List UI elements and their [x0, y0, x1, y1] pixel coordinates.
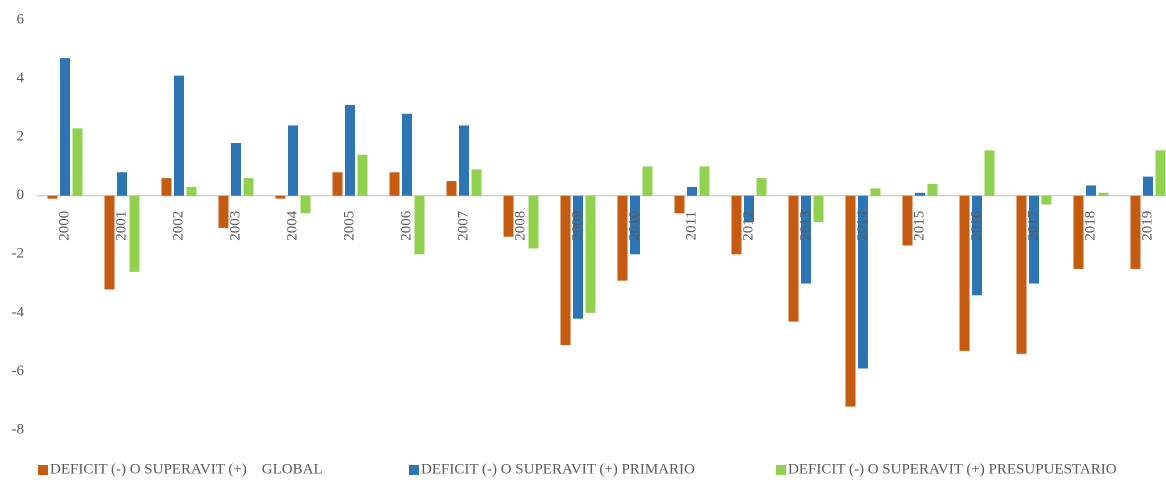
legend-label: DEFICIT (-) O SUPERAVIT (+) GLOBAL: [50, 461, 323, 477]
bar: [288, 125, 298, 196]
bar: [231, 143, 241, 196]
x-tick-label: 2002: [170, 211, 186, 241]
bar: [1073, 195, 1084, 269]
bar: [744, 195, 754, 223]
bar: [104, 195, 115, 290]
bar: [161, 178, 172, 196]
y-tick-label: 0: [17, 187, 25, 203]
bar: [332, 172, 343, 196]
bar: [402, 113, 412, 196]
x-tick-label: 2000: [56, 211, 72, 241]
bar: [345, 104, 355, 196]
bar: [446, 181, 457, 196]
bar: [687, 186, 697, 196]
bar: [731, 195, 742, 255]
bar: [573, 195, 583, 319]
bar: [117, 172, 127, 196]
x-tick-label: 2017: [1025, 210, 1041, 241]
bar: [275, 195, 286, 199]
bar: [174, 75, 184, 196]
bar: [756, 178, 767, 196]
x-tick-label: 2006: [398, 210, 414, 241]
x-tick-label: 2004: [284, 210, 300, 241]
bar: [1086, 185, 1096, 196]
x-tick-label: 2013: [797, 211, 813, 241]
bar: [617, 195, 628, 281]
legend-swatch: [776, 465, 786, 475]
bar: [902, 195, 913, 246]
y-tick-label: 4: [17, 70, 25, 86]
bar: [1098, 192, 1109, 196]
y-tick-label: 2: [17, 129, 25, 145]
bar: [459, 125, 469, 196]
bar: [699, 166, 710, 196]
bar: [630, 195, 640, 255]
bar: [788, 195, 799, 322]
x-tick-label: 2007: [455, 210, 471, 241]
bar: [959, 195, 970, 351]
bar: [528, 195, 539, 249]
bar: [72, 128, 83, 196]
bar: [389, 172, 400, 196]
x-tick-label: 2011: [683, 211, 699, 240]
bar: [585, 195, 596, 313]
bar: [1041, 195, 1052, 205]
bar: [1143, 176, 1153, 196]
bar: [984, 150, 995, 196]
bar: [186, 186, 197, 196]
bar: [60, 58, 70, 196]
bar: [357, 154, 368, 196]
bar: [129, 195, 140, 272]
x-tick-label: 2018: [1082, 211, 1098, 241]
x-tick-label: 2016: [968, 210, 984, 241]
y-tick-label: 6: [17, 11, 25, 27]
legend-swatch: [409, 465, 419, 475]
y-tick-label: -6: [12, 363, 25, 379]
legend-label: DEFICIT (-) O SUPERAVIT (+) PRIMARIO: [421, 461, 695, 477]
bar: [47, 195, 58, 199]
bar: [813, 195, 824, 223]
x-tick-label: 2010: [626, 211, 642, 241]
bar: [471, 169, 482, 196]
x-tick-label: 2008: [512, 211, 528, 241]
bar: [503, 195, 514, 237]
x-tick-label: 2019: [1139, 211, 1155, 241]
legend-label: DEFICIT (-) O SUPERAVIT (+) PRESUPUESTAR…: [788, 461, 1117, 477]
bar: [1130, 195, 1141, 269]
legend-swatch: [38, 465, 48, 475]
bar: [300, 195, 311, 214]
bar: [870, 188, 881, 196]
bar: [927, 184, 938, 196]
bar: [243, 178, 254, 196]
bar: [858, 195, 868, 369]
bar: [1016, 195, 1027, 354]
bar: [674, 195, 685, 214]
bar: [560, 195, 571, 346]
x-tick-label: 2003: [227, 211, 243, 241]
bar: [915, 192, 925, 196]
bar: [1029, 195, 1039, 284]
bar: [972, 195, 982, 296]
x-tick-label: 2015: [911, 211, 927, 241]
y-tick-label: -4: [12, 304, 25, 320]
x-tick-label: 2001: [113, 211, 129, 241]
x-tick-label: 2014: [854, 210, 870, 241]
bar: [845, 195, 856, 407]
bar: [218, 195, 229, 228]
x-tick-label: 2012: [740, 211, 756, 241]
bar: [642, 166, 653, 196]
bar: [1155, 150, 1166, 196]
bar: [414, 195, 425, 255]
y-tick-label: -8: [12, 421, 25, 437]
x-tick-label: 2005: [341, 211, 357, 241]
y-tick-label: -2: [12, 246, 25, 262]
x-tick-label: 2009: [569, 211, 585, 241]
bar: [801, 195, 811, 284]
